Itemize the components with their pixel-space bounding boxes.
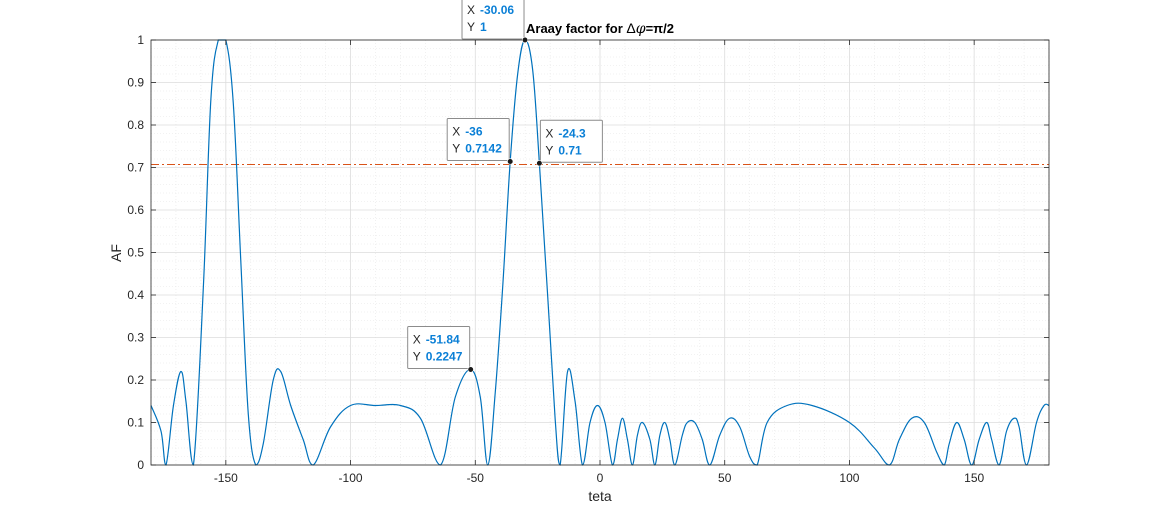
y-tick-label: 0.1 bbox=[127, 416, 144, 430]
chart-title: Araay factor for Δφ=π/2 bbox=[526, 20, 674, 37]
y-tick-label: 0.8 bbox=[127, 118, 144, 132]
data-tip-marker bbox=[507, 158, 514, 165]
title-phi: φ bbox=[636, 21, 646, 37]
y-axis-ticks: 0 0.1 0.2 0.3 0.4 0.5 0.6 0.7 0.8 0.9 1 bbox=[127, 33, 1049, 472]
data-tip-box bbox=[539, 119, 603, 163]
y-tick-label: 0.9 bbox=[127, 76, 144, 90]
data-tip-box bbox=[407, 326, 471, 370]
data-tip-box bbox=[461, 0, 525, 40]
data-tip-box bbox=[446, 117, 510, 161]
data-tip-x-value: -51.84 bbox=[426, 333, 460, 347]
data-tip-y-key: Y bbox=[452, 141, 460, 155]
y-tick-label: 0.2 bbox=[127, 373, 144, 387]
data-tip-marker bbox=[467, 366, 474, 373]
data-tip-y-value: 0.7142 bbox=[465, 141, 502, 155]
x-tick-label: -150 bbox=[214, 471, 238, 485]
data-tip-y-value: 0.2247 bbox=[426, 350, 463, 364]
data-tip-x-value: -30.06 bbox=[480, 3, 514, 17]
data-tip-y-value: 1 bbox=[480, 20, 487, 34]
x-tick-label: -50 bbox=[467, 471, 485, 485]
x-tick-label: 150 bbox=[964, 471, 984, 485]
data-tip[interactable]: X -51.84 Y 0.2247 bbox=[407, 326, 474, 373]
title-delta: Δ bbox=[626, 20, 635, 36]
data-tip-marker bbox=[536, 160, 543, 167]
data-tip-x-key: X bbox=[545, 126, 553, 140]
title-prefix: Araay factor for bbox=[526, 21, 626, 36]
title-rest: =π/2 bbox=[646, 21, 674, 36]
data-tip-y-key: Y bbox=[413, 350, 421, 364]
x-axis-ticks: -150 -100 -50 0 50 100 150 bbox=[214, 40, 984, 485]
x-axis-label: teta bbox=[588, 488, 612, 504]
data-tip-x-key: X bbox=[452, 124, 460, 138]
y-tick-label: 0 bbox=[137, 458, 144, 472]
data-tip[interactable]: X -36 Y 0.7142 bbox=[446, 117, 514, 165]
y-tick-label: 1 bbox=[137, 33, 144, 47]
y-axis-label: AF bbox=[108, 244, 124, 262]
data-tip-y-key: Y bbox=[467, 20, 475, 34]
series-line bbox=[150, 39, 1050, 466]
data-tip-marker bbox=[521, 36, 529, 44]
data-tip-y-value: 0.71 bbox=[558, 143, 582, 157]
data-tip-x-key: X bbox=[413, 333, 421, 347]
data-tip-x-key: X bbox=[467, 3, 475, 17]
data-tip-x-value: -36 bbox=[465, 124, 483, 138]
y-tick-label: 0.3 bbox=[127, 331, 144, 345]
y-tick-label: 0.5 bbox=[127, 246, 144, 260]
y-tick-label: 0.7 bbox=[127, 161, 144, 175]
data-tip-y-key: Y bbox=[545, 143, 553, 157]
x-tick-label: -100 bbox=[339, 471, 363, 485]
data-tip[interactable]: X -24.3 Y 0.71 bbox=[536, 119, 603, 167]
data-tip[interactable]: X -30.06 Y 1 bbox=[461, 0, 529, 44]
x-tick-label: 0 bbox=[597, 471, 604, 485]
x-tick-label: 50 bbox=[718, 471, 732, 485]
x-tick-label: 100 bbox=[839, 471, 859, 485]
data-tip-x-value: -24.3 bbox=[558, 126, 586, 140]
y-tick-label: 0.4 bbox=[127, 288, 144, 302]
y-tick-label: 0.6 bbox=[127, 203, 144, 217]
